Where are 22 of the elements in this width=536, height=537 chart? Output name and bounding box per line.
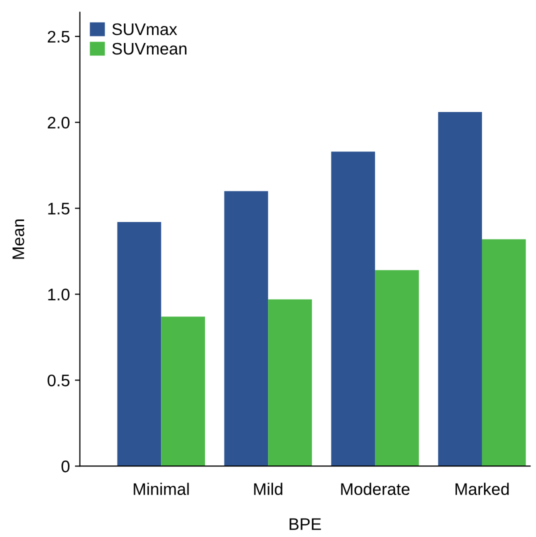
- bar: [482, 239, 526, 466]
- bar: [268, 299, 312, 466]
- bar: [161, 316, 205, 466]
- y-tick-label: 0: [62, 460, 70, 472]
- bar: [224, 191, 268, 466]
- legend-label: SUVmax: [112, 23, 178, 36]
- legend-label: SUVmean: [112, 42, 186, 55]
- x-tick-label: Mild: [254, 482, 282, 496]
- y-tick-label: 1.5: [48, 202, 70, 214]
- y-axis-title: Mean: [12, 219, 24, 259]
- y-tick-label: 2.5: [48, 30, 70, 43]
- bar: [375, 270, 419, 466]
- y-tick-label: 1.0: [48, 288, 70, 300]
- bar: [438, 112, 482, 466]
- x-tick-label: Marked: [456, 482, 509, 496]
- y-tick-label: 0.5: [48, 374, 70, 386]
- x-tick-label: Moderate: [341, 482, 410, 496]
- bar: [331, 152, 376, 466]
- y-tick-label: 2.0: [48, 116, 70, 129]
- bar: [117, 222, 162, 466]
- x-tick-label: Minimal: [134, 482, 189, 496]
- x-axis-title: BPE: [290, 518, 321, 530]
